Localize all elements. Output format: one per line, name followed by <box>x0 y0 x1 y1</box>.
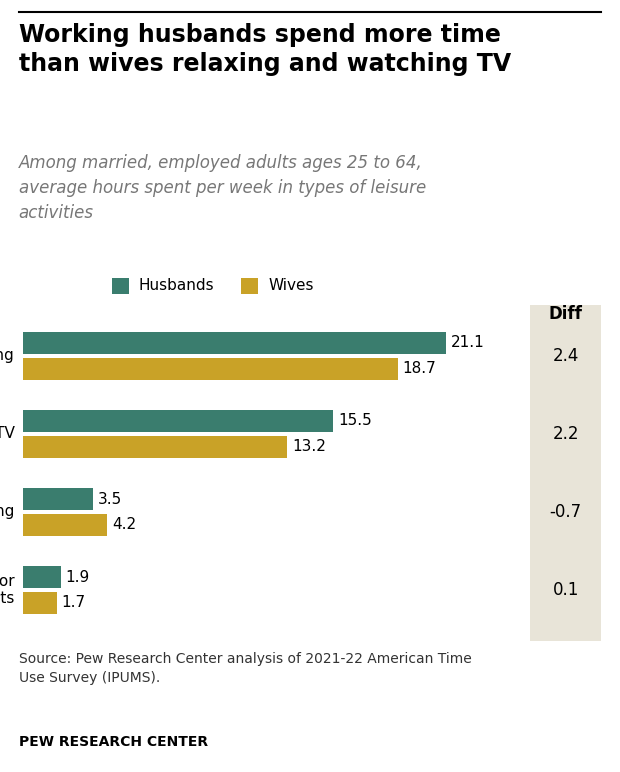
Bar <box>22 592 56 614</box>
Text: 4.2: 4.2 <box>112 517 136 532</box>
Bar <box>22 410 334 432</box>
Bar <box>241 277 259 294</box>
Text: Socializing: Socializing <box>0 504 15 520</box>
Text: Watching TV: Watching TV <box>0 426 15 442</box>
Text: Diff: Diff <box>549 305 583 323</box>
Bar <box>22 357 397 380</box>
Bar <box>22 435 287 458</box>
Text: Source: Pew Research Center analysis of 2021-22 American Time
Use Survey (IPUMS): Source: Pew Research Center analysis of … <box>19 652 471 685</box>
Text: 15.5: 15.5 <box>339 414 372 428</box>
Text: Husbands: Husbands <box>139 278 215 293</box>
Bar <box>112 277 129 294</box>
Text: Working husbands spend more time
than wives relaxing and watching TV: Working husbands spend more time than wi… <box>19 23 511 76</box>
Text: Wives: Wives <box>268 278 314 293</box>
Text: 1.9: 1.9 <box>66 570 90 584</box>
Text: 21.1: 21.1 <box>451 335 484 350</box>
Text: Relaxing: Relaxing <box>0 348 15 363</box>
Text: 2.2: 2.2 <box>552 425 579 443</box>
Bar <box>22 514 107 536</box>
Text: 1.7: 1.7 <box>62 595 86 611</box>
Text: 2.4: 2.4 <box>552 347 579 364</box>
Bar <box>22 332 446 354</box>
Bar <box>22 566 61 588</box>
Text: 13.2: 13.2 <box>292 439 326 454</box>
Text: 0.1: 0.1 <box>552 581 579 599</box>
Text: 3.5: 3.5 <box>98 492 122 506</box>
Text: PEW RESEARCH CENTER: PEW RESEARCH CENTER <box>19 735 208 749</box>
Text: -0.7: -0.7 <box>550 503 582 521</box>
Text: 18.7: 18.7 <box>402 361 436 376</box>
Text: Among married, employed adults ages 25 to 64,
average hours spent per week in ty: Among married, employed adults ages 25 t… <box>19 154 426 222</box>
Bar <box>22 488 93 510</box>
Text: Exercising or
playing sports: Exercising or playing sports <box>0 574 15 606</box>
